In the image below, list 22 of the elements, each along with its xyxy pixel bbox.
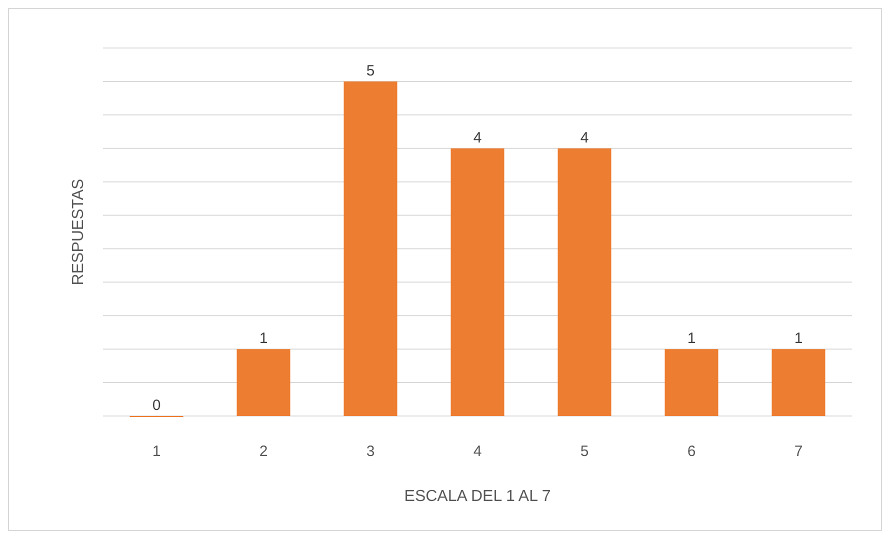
x-tick-label: 7 <box>794 443 803 460</box>
bar <box>450 148 504 416</box>
x-tick-label: 1 <box>152 443 161 460</box>
bar <box>664 349 718 416</box>
data-label: 1 <box>687 330 696 348</box>
data-label: 5 <box>366 62 375 80</box>
data-label: 4 <box>473 129 482 146</box>
x-axis-title: ESCALA DEL 1 AL 7 <box>404 488 551 505</box>
y-axis-title: RESPUESTAS <box>70 178 87 286</box>
bar <box>344 81 398 416</box>
bar <box>772 349 826 416</box>
data-label: 1 <box>794 330 803 348</box>
data-label: 4 <box>580 129 589 146</box>
x-tick-label: 5 <box>580 443 589 460</box>
x-tick-label: 6 <box>687 443 696 460</box>
data-label: 0 <box>152 397 161 414</box>
bar <box>236 349 290 416</box>
x-tick-label: 2 <box>259 443 268 460</box>
data-label: 1 <box>259 330 268 348</box>
bar <box>558 148 612 416</box>
x-tick-label: 4 <box>473 443 482 460</box>
x-tick-label: 3 <box>366 443 375 460</box>
